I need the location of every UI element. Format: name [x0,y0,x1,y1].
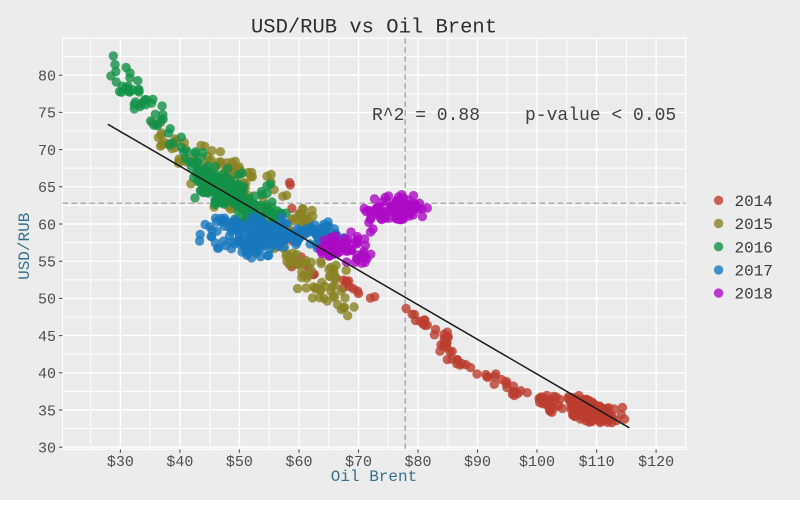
svg-text:2018: 2018 [735,286,773,304]
svg-text:2017: 2017 [735,263,773,281]
svg-text:35: 35 [38,403,56,420]
svg-text:65: 65 [38,180,56,197]
svg-text:$50: $50 [226,454,253,471]
svg-text:USD/RUB vs Oil Brent: USD/RUB vs Oil Brent [251,16,497,39]
svg-text:$80: $80 [404,454,431,471]
svg-text:80: 80 [38,69,56,86]
svg-text:60: 60 [38,217,56,234]
svg-text:$100: $100 [519,454,555,471]
svg-text:$40: $40 [166,454,193,471]
svg-text:45: 45 [38,329,56,346]
svg-text:$120: $120 [638,454,674,471]
svg-text:$60: $60 [285,454,312,471]
svg-text:p-value < 0.05: p-value < 0.05 [525,106,676,126]
svg-text:30: 30 [38,441,56,458]
svg-text:75: 75 [38,106,56,123]
svg-text:USD/RUB: USD/RUB [16,213,34,280]
svg-text:2016: 2016 [735,239,773,257]
svg-text:2014: 2014 [735,193,773,211]
svg-text:$30: $30 [107,454,134,471]
svg-text:R^2 = 0.88: R^2 = 0.88 [372,106,480,126]
svg-text:$90: $90 [464,454,491,471]
svg-text:55: 55 [38,255,56,272]
svg-text:50: 50 [38,292,56,309]
svg-text:$110: $110 [579,454,615,471]
svg-text:$70: $70 [345,454,372,471]
svg-text:40: 40 [38,366,56,383]
svg-text:70: 70 [38,143,56,160]
svg-text:2015: 2015 [735,216,773,234]
svg-text:Oil Brent: Oil Brent [331,468,417,486]
